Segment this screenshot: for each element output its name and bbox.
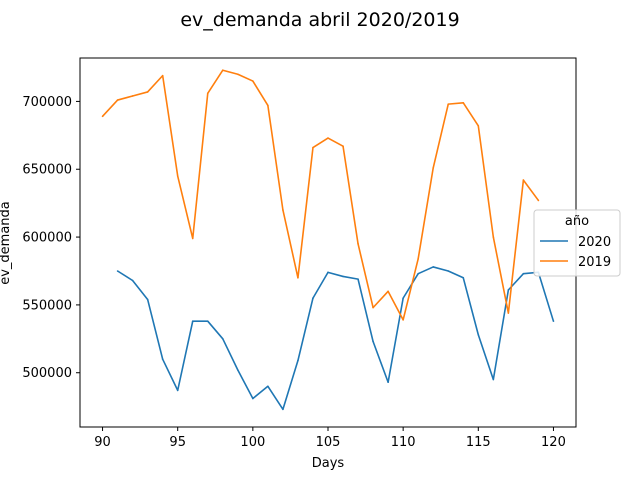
series-line-2020 bbox=[117, 266, 555, 411]
legend-items: 2020 2019 bbox=[540, 235, 611, 270]
data-point-2020 bbox=[507, 289, 510, 291]
y-tick-label: 550000 bbox=[22, 298, 72, 313]
x-tick-label: 105 bbox=[316, 435, 341, 450]
data-point-2020 bbox=[116, 270, 119, 272]
data-point-2020 bbox=[432, 266, 435, 268]
data-point-2020 bbox=[462, 276, 465, 279]
data-point-2020 bbox=[297, 359, 299, 362]
data-point-2020 bbox=[357, 278, 359, 280]
data-point-2020 bbox=[146, 298, 149, 301]
data-point-2020 bbox=[282, 408, 284, 411]
data-point-2019 bbox=[221, 69, 224, 72]
legend-label-2019: 2019 bbox=[578, 255, 611, 270]
x-tick-label: 100 bbox=[240, 435, 265, 450]
data-point-2020 bbox=[221, 338, 224, 340]
data-point-2019 bbox=[131, 95, 134, 97]
plot-frame bbox=[79, 57, 577, 428]
data-point-2019 bbox=[462, 101, 465, 104]
data-point-2019 bbox=[206, 92, 209, 95]
data-point-2019 bbox=[357, 243, 359, 245]
data-point-2020 bbox=[402, 297, 404, 299]
series-layer bbox=[101, 69, 555, 411]
data-point-2020 bbox=[417, 272, 419, 275]
data-point-2019 bbox=[477, 125, 480, 127]
legend-label-2020: 2020 bbox=[578, 235, 611, 250]
data-point-2020 bbox=[267, 385, 269, 388]
data-point-2019 bbox=[312, 146, 314, 149]
data-point-2020 bbox=[206, 320, 209, 322]
data-point-2019 bbox=[492, 236, 495, 238]
x-tick-label: 95 bbox=[169, 435, 186, 450]
legend-title: año bbox=[565, 214, 589, 229]
x-axis-label: Days bbox=[312, 456, 345, 471]
y-tick-label: 650000 bbox=[22, 163, 72, 178]
data-point-2019 bbox=[387, 290, 389, 293]
data-point-2020 bbox=[372, 340, 374, 343]
x-tick-label: 90 bbox=[94, 435, 111, 450]
legend-box bbox=[533, 209, 621, 277]
data-point-2020 bbox=[131, 279, 134, 282]
data-point-2020 bbox=[237, 369, 239, 371]
data-point-2019 bbox=[191, 237, 194, 240]
data-point-2019 bbox=[522, 179, 525, 181]
data-point-2020 bbox=[327, 271, 329, 274]
data-point-2019 bbox=[402, 319, 404, 321]
data-point-2020 bbox=[342, 275, 344, 278]
data-point-2019 bbox=[432, 167, 435, 169]
data-point-2020 bbox=[552, 320, 555, 322]
y-tick-label: 700000 bbox=[22, 95, 72, 110]
data-point-2020 bbox=[176, 389, 179, 392]
x-tick-label: 120 bbox=[541, 435, 566, 450]
x-tick-label: 115 bbox=[466, 435, 491, 450]
data-point-2019 bbox=[537, 199, 540, 202]
y-tick-label: 500000 bbox=[22, 366, 72, 381]
y-tick-label: 600000 bbox=[22, 231, 72, 246]
data-point-2020 bbox=[161, 358, 164, 360]
data-point-2020 bbox=[312, 297, 314, 299]
data-point-2020 bbox=[477, 333, 480, 336]
data-point-2019 bbox=[327, 137, 329, 139]
series-line-2019 bbox=[101, 69, 540, 321]
data-point-2019 bbox=[267, 104, 269, 107]
y-axis: 500000 550000 600000 650000 700000 bbox=[22, 95, 80, 381]
data-point-2020 bbox=[252, 397, 254, 400]
data-point-2019 bbox=[161, 74, 164, 77]
data-point-2019 bbox=[507, 312, 510, 314]
data-point-2019 bbox=[417, 257, 419, 260]
legend: año 2020 2019 bbox=[533, 209, 621, 277]
data-point-2019 bbox=[372, 306, 374, 309]
data-point-2019 bbox=[252, 80, 254, 82]
data-point-2019 bbox=[237, 73, 239, 76]
data-point-2020 bbox=[522, 272, 525, 275]
x-axis: 90 95 100 105 110 115 120 bbox=[94, 427, 566, 450]
data-point-2020 bbox=[387, 381, 389, 384]
data-point-2019 bbox=[342, 145, 344, 147]
data-point-2019 bbox=[146, 91, 149, 93]
chart-title: ev_demanda abril 2020/2019 bbox=[180, 9, 459, 31]
data-point-2019 bbox=[116, 99, 119, 101]
data-point-2019 bbox=[447, 103, 450, 105]
data-point-2020 bbox=[447, 270, 450, 272]
data-point-2019 bbox=[101, 115, 104, 118]
y-axis-label: ev_demanda bbox=[0, 201, 13, 285]
data-point-2020 bbox=[191, 320, 194, 322]
data-point-2019 bbox=[176, 175, 179, 177]
x-tick-label: 110 bbox=[391, 435, 416, 450]
data-point-2019 bbox=[297, 276, 299, 279]
data-point-2020 bbox=[492, 378, 495, 381]
data-point-2019 bbox=[282, 209, 284, 211]
